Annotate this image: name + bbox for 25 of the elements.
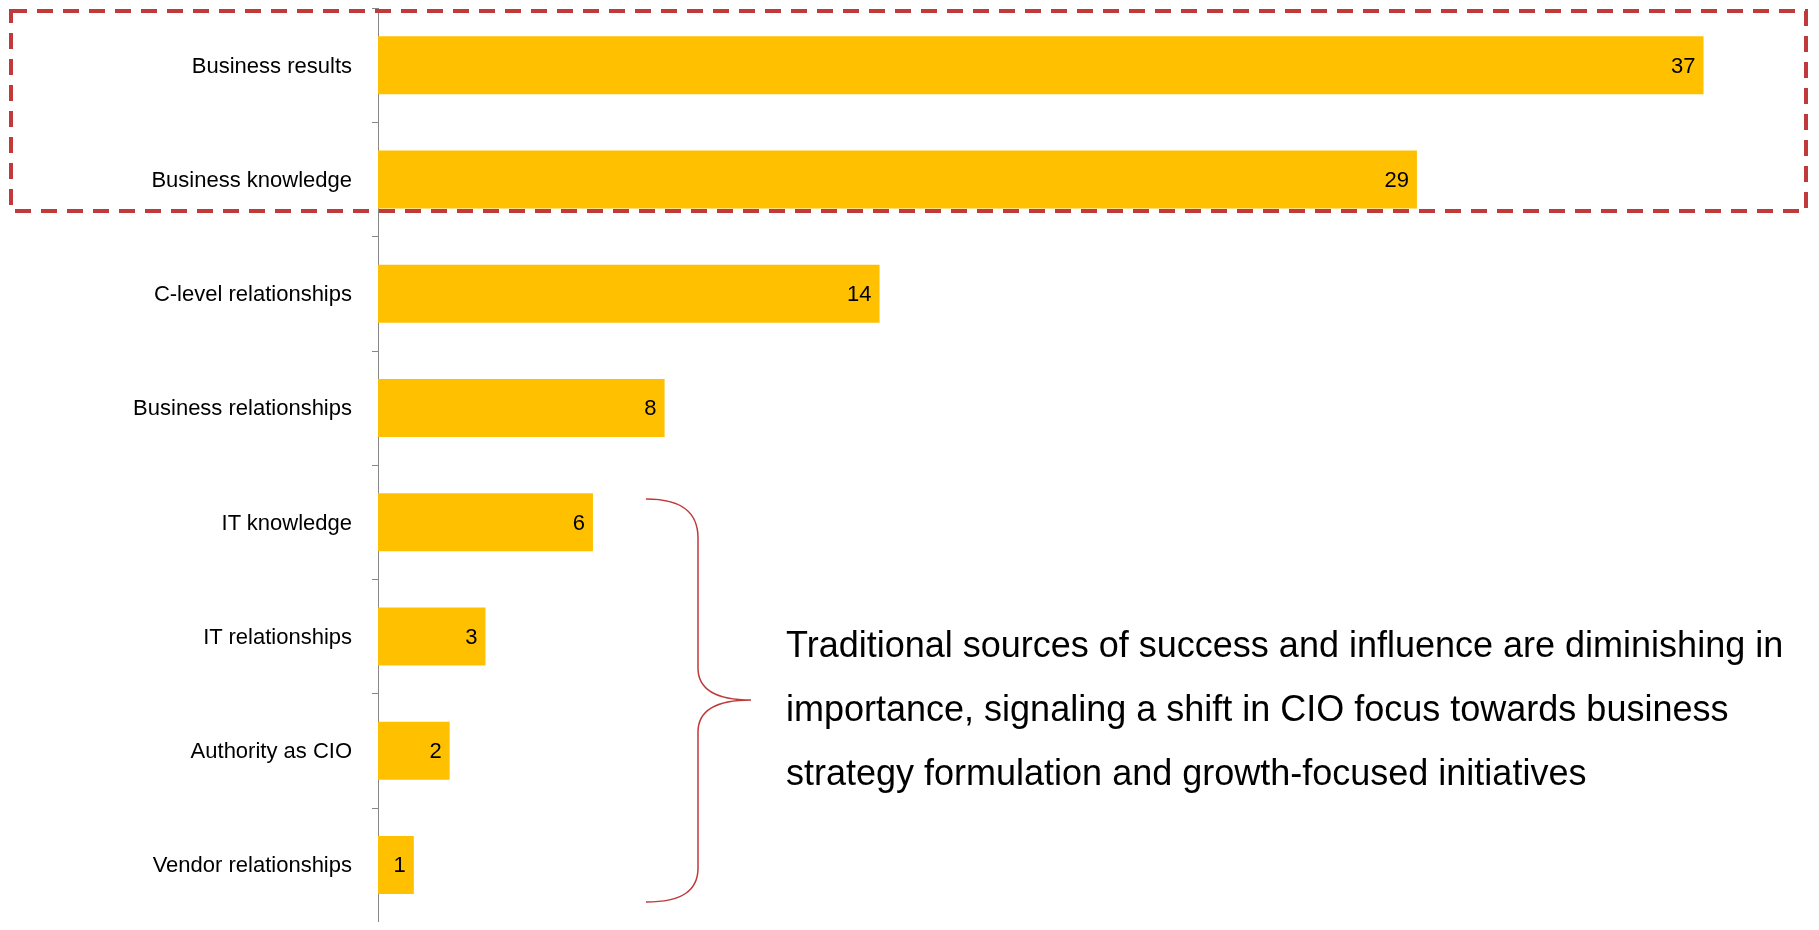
- y-tick-label: IT knowledge: [221, 509, 352, 535]
- data-label: 2: [429, 738, 442, 764]
- y-tick-label: Vendor relationships: [152, 852, 352, 878]
- data-label: 8: [644, 395, 657, 421]
- y-tick-label: Business knowledge: [151, 166, 352, 192]
- y-tick-label: IT relationships: [203, 623, 352, 649]
- data-label: 6: [572, 509, 585, 535]
- y-tick-label: Authority as CIO: [190, 738, 352, 764]
- data-label: 3: [465, 623, 478, 649]
- bar: [378, 150, 1417, 209]
- bar: [378, 835, 414, 894]
- bar: [378, 264, 880, 323]
- bar: [378, 721, 450, 780]
- bar: [378, 607, 486, 666]
- bar: [378, 493, 593, 552]
- data-label: 14: [847, 281, 872, 307]
- data-label: 29: [1384, 166, 1409, 192]
- y-tick-label: Business results: [191, 52, 352, 78]
- bar: [378, 36, 1704, 95]
- data-label: 37: [1671, 52, 1696, 78]
- y-tick-label: Business relationships: [133, 395, 352, 421]
- y-tick-label: C-level relationships: [153, 281, 352, 307]
- bar: [378, 378, 665, 437]
- data-label: 1: [393, 852, 406, 878]
- annotation: Traditional sources of success and influence are diminishing in importance, signaling a shift in CIO focus towards business strategy formulation and growth-focused initiatives: [786, 623, 1794, 793]
